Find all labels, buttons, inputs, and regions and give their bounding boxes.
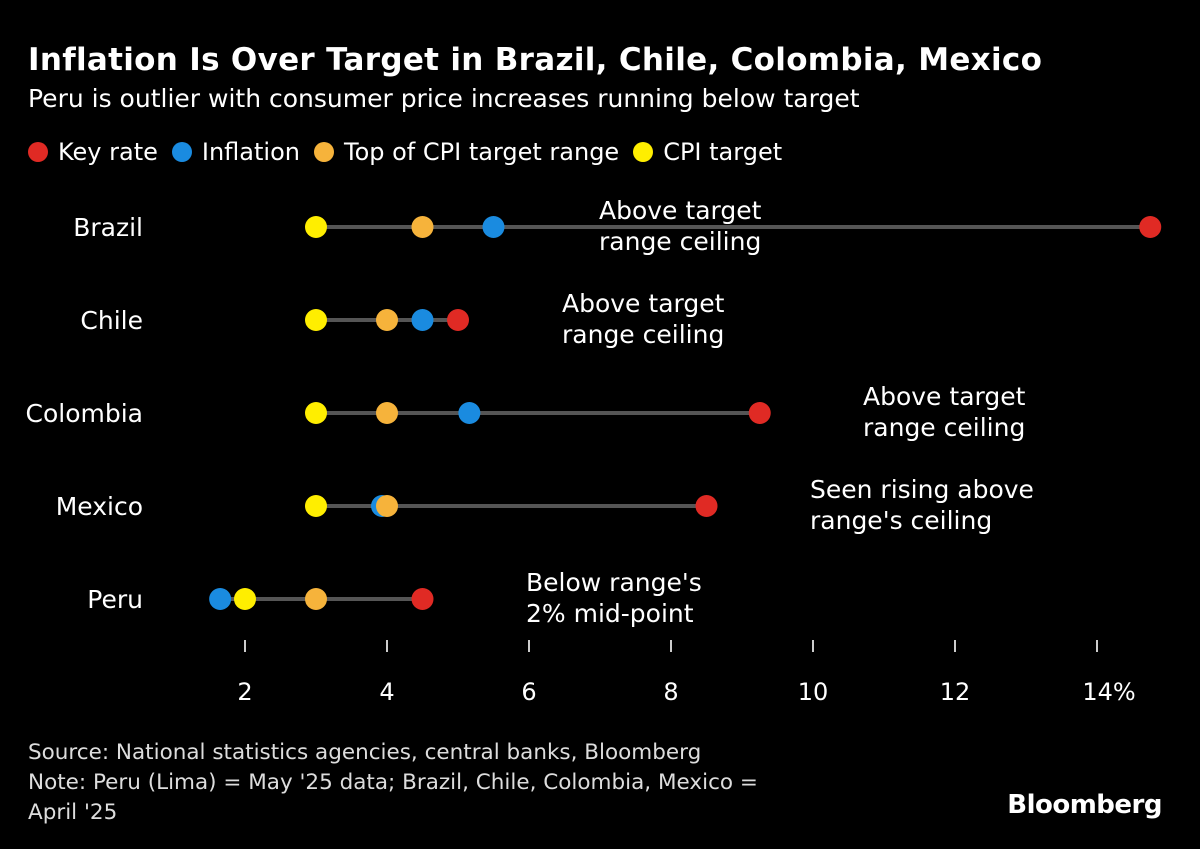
annotation-text: range ceiling <box>562 320 724 349</box>
data-point <box>447 309 469 331</box>
category-label: Mexico <box>56 492 143 521</box>
note-text-2: April '25 <box>28 800 118 825</box>
legend-dot-icon <box>28 142 48 162</box>
data-point <box>305 588 327 610</box>
x-tick-label: 10 <box>798 678 829 706</box>
legend-label: Top of CPI target range <box>343 138 620 166</box>
data-point <box>376 495 398 517</box>
annotation-text: Above target <box>599 196 762 225</box>
category-label: Chile <box>80 306 143 335</box>
legend-item: Inflation <box>171 138 300 166</box>
legend: Key rate Inflation Top of CPI target range… <box>28 138 796 166</box>
legend-label: CPI target <box>663 138 783 166</box>
note-text-1: Note: Peru (Lima) = May '25 data; Brazil… <box>28 770 758 795</box>
chart-title: Inflation Is Over Target in Brazil, Chil… <box>28 42 1043 78</box>
annotation-text: range ceiling <box>863 413 1025 442</box>
legend-item: Key rate <box>28 138 158 166</box>
category-label: Colombia <box>26 399 143 428</box>
legend-dot-icon <box>633 142 654 162</box>
x-tick-label: 2 <box>237 678 252 706</box>
data-point <box>748 402 771 424</box>
legend-label: Key rate <box>58 138 158 166</box>
legend-label: Inflation <box>201 138 300 166</box>
footer: Source: National statistics agencies, ce… <box>28 738 758 828</box>
data-point <box>695 495 718 517</box>
data-point <box>1139 216 1162 238</box>
legend-item: Top of CPI target range <box>313 138 620 166</box>
legend-dot-icon <box>171 142 192 162</box>
annotation-text: Seen rising above <box>810 475 1034 504</box>
annotation-text: range ceiling <box>599 227 761 256</box>
data-point <box>411 588 434 610</box>
data-point <box>376 402 398 424</box>
data-point <box>376 309 398 331</box>
data-point <box>411 309 434 331</box>
data-point <box>305 495 327 517</box>
data-point <box>305 216 327 238</box>
x-tick-label: 14% <box>1082 678 1135 706</box>
data-point <box>411 216 434 238</box>
legend-item: CPI target <box>633 138 782 166</box>
x-tick-label: 4 <box>379 678 394 706</box>
annotation-text: range's ceiling <box>810 506 992 535</box>
data-point <box>482 216 505 238</box>
annotation-text: Above target <box>863 382 1026 411</box>
chart-subtitle: Peru is outlier with consumer price incr… <box>28 84 860 113</box>
annotation-text: 2% mid-point <box>526 599 694 628</box>
annotation-text: Below range's <box>526 568 702 597</box>
data-point <box>458 402 481 424</box>
bloomberg-logo: Bloomberg <box>1007 790 1162 820</box>
source-text: Source: National statistics agencies, ce… <box>28 740 702 765</box>
annotation-text: Above target <box>562 289 725 318</box>
category-label: Brazil <box>73 213 143 242</box>
x-tick-label: 6 <box>521 678 536 706</box>
x-tick-label: 8 <box>663 678 678 706</box>
category-label: Peru <box>87 585 143 614</box>
data-point <box>305 402 327 424</box>
data-point <box>234 588 256 610</box>
legend-dot-icon <box>313 142 334 162</box>
data-point <box>209 588 232 610</box>
x-tick-label: 12 <box>940 678 971 706</box>
data-point <box>305 309 327 331</box>
